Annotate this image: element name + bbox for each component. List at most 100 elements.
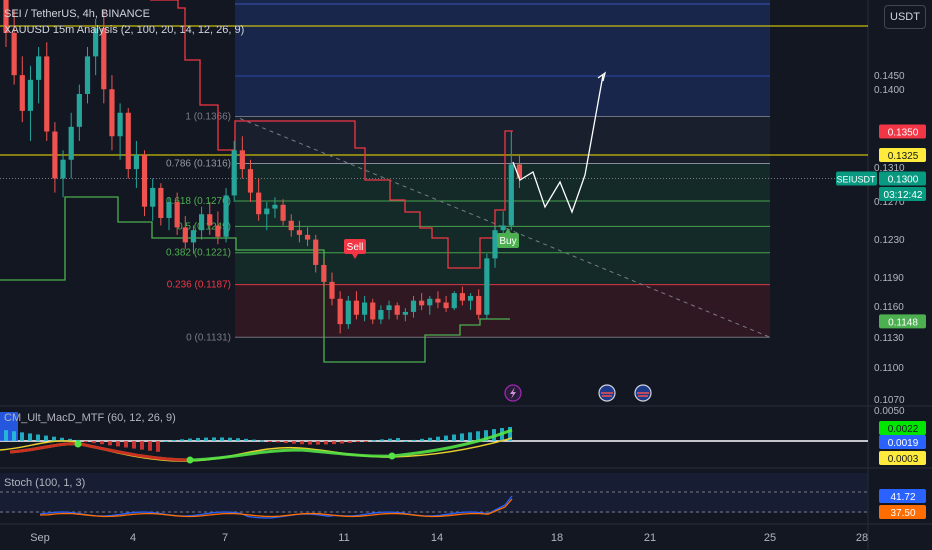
candle-body <box>337 298 343 325</box>
candle <box>158 183 164 226</box>
candle-body <box>272 204 278 209</box>
stoch-title: Stoch (100, 1, 3) <box>4 477 86 489</box>
macd-histogram-bar <box>140 441 144 450</box>
candle <box>19 56 25 123</box>
currency-button[interactable]: USDT <box>884 5 926 29</box>
price-tick-label: 0.1270 <box>874 197 905 208</box>
macd-histogram-bar <box>348 441 352 443</box>
candle-body <box>329 281 335 299</box>
stoch-d-line <box>39 498 513 518</box>
candle <box>256 178 262 221</box>
fib-level-label: 0.382 (0.1221) <box>166 248 231 259</box>
candle <box>337 291 343 334</box>
stoch-tag-bg <box>879 489 926 503</box>
macd-title: CM_Ult_MacD_MTF (60, 12, 26, 9) <box>4 412 176 424</box>
candle-body <box>370 302 376 320</box>
price-tag: 0.1350 <box>888 128 919 139</box>
macd-histogram-bar <box>484 430 488 441</box>
support-step-line <box>0 196 510 363</box>
macd-histogram-bar <box>244 438 248 441</box>
candle-body <box>288 220 294 231</box>
macd-histogram-bar <box>196 437 200 441</box>
candle <box>516 155 523 188</box>
candle <box>11 9 17 85</box>
candle <box>109 75 115 151</box>
sell-signal-bg <box>344 239 366 254</box>
macd-histogram-bar <box>52 436 56 441</box>
candle-body <box>362 302 368 315</box>
macd-histogram-bar <box>108 441 112 446</box>
candle <box>68 112 74 179</box>
time-tick-label: 18 <box>551 532 563 544</box>
candle-body <box>239 150 245 170</box>
price-tag-bg <box>879 124 926 139</box>
candle <box>44 42 50 141</box>
candle-body <box>321 264 327 282</box>
macd-histogram-bar <box>180 439 184 441</box>
price-tag-bg <box>879 187 926 202</box>
fib-level-label: 0.786 (0.1316) <box>166 158 231 169</box>
candle <box>492 225 498 268</box>
price-tag: 0.1300 <box>888 175 919 186</box>
time-tick-label: 21 <box>644 532 656 544</box>
price-tag-bg <box>879 314 926 329</box>
macd-histogram-bar <box>116 441 120 447</box>
candle <box>141 150 148 217</box>
candle-body <box>84 56 91 94</box>
sell-signal-pointer <box>352 254 358 259</box>
time-tick-label: Sep <box>30 532 50 544</box>
candle <box>313 234 319 273</box>
buy-signal-pointer <box>505 228 511 233</box>
fib-zone-extension <box>235 0 770 117</box>
price-tick-label: 0.1450 <box>874 71 905 82</box>
candle-body <box>345 300 351 325</box>
macd-histogram-bar <box>4 430 8 441</box>
macd-histogram-bar <box>276 441 280 443</box>
macd-histogram-bar <box>404 441 408 442</box>
macd-histogram-bar <box>452 434 456 441</box>
time-tick-label: 28 <box>856 532 868 544</box>
candle <box>362 295 368 322</box>
candle-body <box>133 155 139 170</box>
candle <box>60 150 66 198</box>
macd-histogram-bar <box>44 435 48 441</box>
candle <box>3 0 9 47</box>
candle <box>386 300 392 320</box>
macd-histogram-bar <box>164 441 168 442</box>
candle-body <box>166 202 172 218</box>
candle-body <box>419 300 425 306</box>
candle <box>101 9 107 104</box>
macd-histogram-bar <box>364 441 368 442</box>
candle-body <box>52 131 58 179</box>
price-tag: 03:12:42 <box>884 190 923 201</box>
stoch-tag-bg <box>879 505 926 519</box>
candle-body <box>280 204 286 221</box>
candle-body <box>207 214 213 226</box>
candle-body <box>125 112 131 170</box>
price-tick-label: 0.1400 <box>874 85 905 96</box>
fib-level-label: 0.236 (0.1187) <box>167 280 231 291</box>
lightning-icon <box>510 387 516 399</box>
price-tick-label: 0.1130 <box>874 333 904 344</box>
macd-histogram-bar <box>68 438 72 441</box>
macd-histogram-bar <box>76 439 80 441</box>
us-flag-icon <box>601 392 613 397</box>
symbol-title: SEI / TetherUS, 4h, BINANCE <box>4 8 150 20</box>
buy-signal-bg <box>497 233 519 248</box>
macd-tag: 0.0003 <box>888 454 919 465</box>
candle <box>76 84 82 141</box>
macd-histogram-bar <box>412 439 416 441</box>
stoch-band <box>0 473 868 513</box>
candle <box>451 291 457 311</box>
fib-zone-1 <box>235 116 770 164</box>
indicator-title: XAUUSD 15m Analysis (2, 100, 20, 14, 12,… <box>4 24 245 36</box>
macd-histogram-bar <box>324 441 328 445</box>
symbol-tag-bg <box>836 171 877 186</box>
candle <box>378 305 384 325</box>
candle-body <box>459 293 465 301</box>
macd-tag-bg <box>879 421 926 435</box>
macd-histogram-bar <box>84 441 88 443</box>
macd-histogram-bar <box>132 441 136 449</box>
candle-body <box>451 293 457 309</box>
